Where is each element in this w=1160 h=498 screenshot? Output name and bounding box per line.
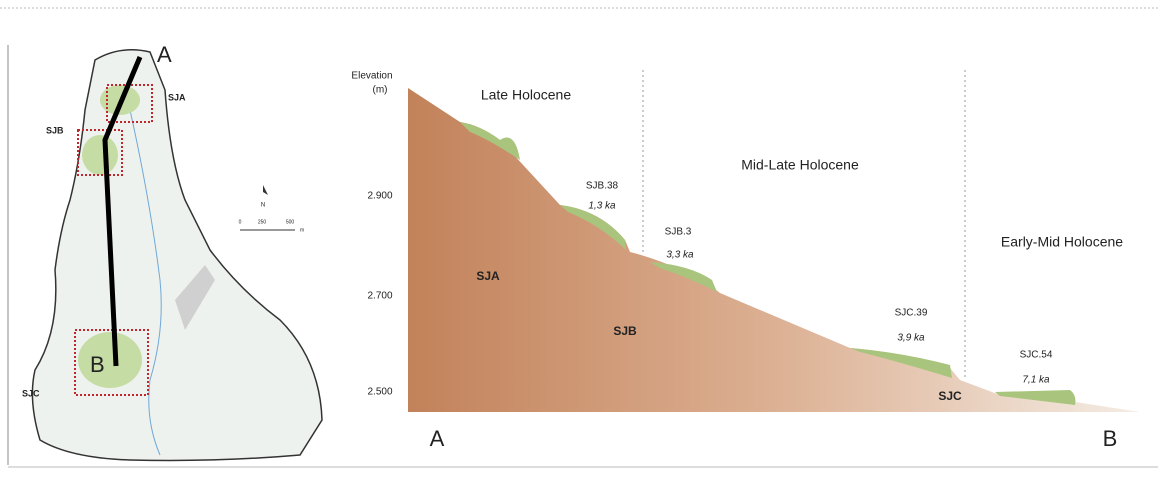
sample-id: SJC.39 — [895, 308, 928, 319]
vegetation — [82, 135, 118, 175]
period-label: Late Holocene — [481, 87, 572, 103]
sample-age: 1,3 ka — [588, 201, 616, 212]
map-start: A — [157, 42, 172, 67]
sample-age: 3,9 ka — [897, 333, 925, 344]
sample-id: SJB.3 — [665, 227, 692, 238]
site-label: SJA — [168, 92, 186, 102]
profile-start: A — [430, 426, 445, 451]
site-label: SJB — [46, 125, 64, 135]
sample-age: 7,1 ka — [1022, 375, 1050, 386]
sample-id: SJC.54 — [1020, 350, 1053, 361]
map: A B SJA SJB SJC N 0 250 500 m — [22, 42, 322, 461]
terrain — [408, 88, 1140, 412]
tick-label: 2.700 — [367, 291, 392, 302]
period-label: Early-Mid Holocene — [1001, 234, 1123, 250]
sample-id: SJB.38 — [586, 181, 619, 192]
scale-label: 0 — [239, 219, 242, 225]
figure: A B SJA SJB SJC N 0 250 500 m Elevation … — [0, 0, 1160, 498]
site-label: SJC — [22, 388, 40, 398]
map-end: B — [90, 352, 105, 377]
period-label: Mid-Late Holocene — [741, 157, 859, 173]
sample-age: 3,3 ka — [666, 250, 694, 261]
scale-label: 500 — [286, 219, 295, 225]
profile: Elevation (m) 2.900 2.700 2.500 Late Hol… — [351, 70, 1140, 451]
axis-title: Elevation — [351, 71, 392, 82]
north-arrow — [263, 185, 268, 195]
zone-label: SJB — [613, 324, 637, 338]
zone-label: SJC — [938, 389, 962, 403]
north-label: N — [261, 203, 265, 209]
scale-label: m — [300, 227, 304, 233]
valley-outline — [32, 50, 322, 461]
vegetation — [78, 332, 142, 388]
axis-unit: (m) — [373, 85, 388, 96]
tick-label: 2.500 — [367, 387, 392, 398]
tick-label: 2.900 — [367, 191, 392, 202]
profile-end: B — [1103, 426, 1118, 451]
zone-label: SJA — [476, 269, 500, 283]
scale-label: 250 — [258, 219, 267, 225]
